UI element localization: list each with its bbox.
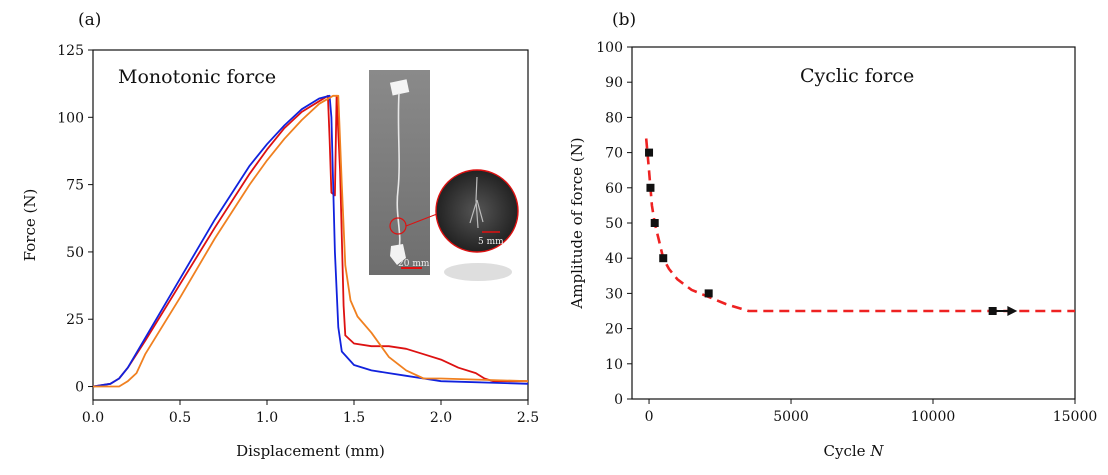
plot-b-frame <box>631 46 1076 400</box>
scale-bar-1-label: 20 mm <box>398 259 430 269</box>
specimen-fiber <box>396 92 401 251</box>
plot-a-frame <box>92 49 529 401</box>
y-tick-label-b: 70 <box>605 146 623 162</box>
y-tick-label-b: 30 <box>605 286 623 302</box>
x-tick-label-a: 2.5 <box>517 410 539 426</box>
x-tick-label-b: 0 <box>645 409 654 425</box>
y-axis-label-a: Force (N) <box>21 189 39 262</box>
force-curve-1 <box>92 94 528 388</box>
y-tick-label-b: 90 <box>605 75 623 91</box>
y-tick-label-b: 100 <box>596 40 623 56</box>
y-tick-label-b: 80 <box>605 110 623 126</box>
y-tick-label-a: 100 <box>57 110 84 126</box>
y-tick-label-b: 40 <box>605 251 623 267</box>
force-curve-3 <box>93 94 529 388</box>
force-curve-2 <box>92 94 529 388</box>
panel-label-a: (a) <box>78 10 101 30</box>
y-tick-label-b: 50 <box>605 216 623 232</box>
data-point <box>659 254 668 263</box>
x-tick-label-a: 1.0 <box>256 410 278 426</box>
specimen-photo-inset: 20 mm 5 mm <box>369 70 519 281</box>
panel-title-b: Cyclic force <box>800 65 914 87</box>
x-axis-label-b-variable: N <box>869 442 884 460</box>
y-tick-label-a: 125 <box>57 43 84 59</box>
panel-label-b: (b) <box>612 10 636 30</box>
y-tick-label-a: 50 <box>66 245 84 261</box>
zoom-connector <box>405 213 438 227</box>
x-tick-label-b: 10000 <box>911 409 956 425</box>
fit-curve <box>644 138 1075 313</box>
y-tick-label-b: 0 <box>614 392 623 408</box>
data-point <box>646 183 655 192</box>
y-tick-label-b: 60 <box>605 181 623 197</box>
data-point <box>645 148 654 157</box>
x-tick-label-a: 2.0 <box>430 410 452 426</box>
x-tick-label-a: 0.5 <box>169 410 191 426</box>
x-tick-label-b: 5000 <box>773 409 809 425</box>
x-tick-label-a: 0.0 <box>82 410 104 426</box>
scale-bar-2-label: 5 mm <box>478 237 504 247</box>
y-tick-label-a: 75 <box>66 178 84 194</box>
x-tick-label-a: 1.5 <box>343 410 365 426</box>
y-tick-label-b: 10 <box>605 357 623 373</box>
specimen-bottom-grip <box>390 244 406 265</box>
photo-shadow <box>444 263 512 281</box>
y-tick-label-a: 0 <box>75 380 84 396</box>
y-tick-label-a: 25 <box>66 312 84 328</box>
zoom-fiber-ends <box>469 176 484 229</box>
x-tick-label-b: 15000 <box>1053 409 1098 425</box>
runout-arrow-head <box>1007 306 1018 316</box>
x-axis-label-b-text: Cycle <box>824 442 871 460</box>
panel-title-a: Monotonic force <box>118 66 276 88</box>
y-axis-label-b: Amplitude of force (N) <box>568 137 586 309</box>
y-tick-label-b: 20 <box>605 322 623 338</box>
x-axis-label-a: Displacement (mm) <box>236 442 385 460</box>
data-point <box>650 219 659 227</box>
data-point <box>704 289 713 298</box>
specimen-top-grip <box>389 79 410 96</box>
x-axis-label-b: Cycle N <box>824 442 885 460</box>
